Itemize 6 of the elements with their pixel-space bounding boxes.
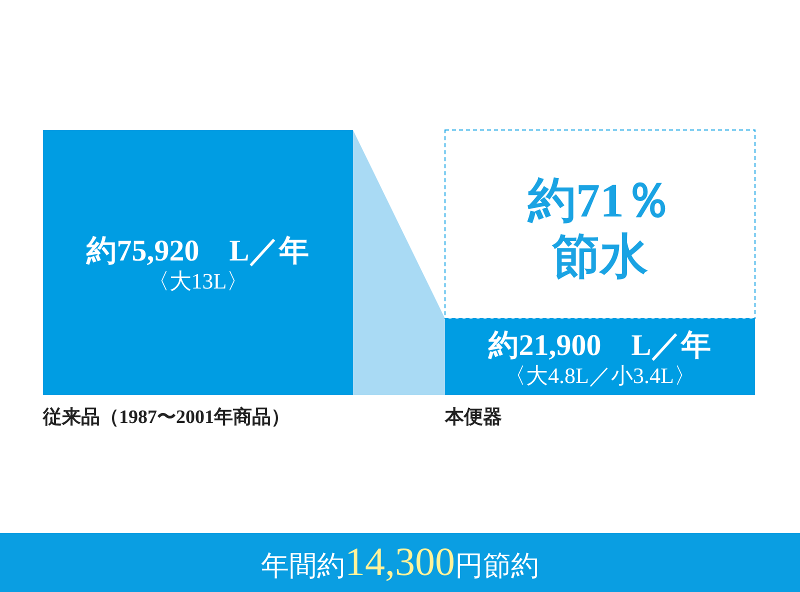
x-tick-label: 本便器 — [444, 406, 502, 428]
data-label: 約21,900 L／年〈大4.8L／小3.4L〉 — [488, 328, 712, 388]
data-label: 約75,920 L／年〈大13L〉 — [86, 234, 310, 294]
annotation: 約71％節水 — [527, 174, 672, 284]
text: 年間約14,300円節約 — [261, 539, 539, 584]
x-tick-label: 従来品（1987〜2001年商品） — [42, 406, 290, 428]
